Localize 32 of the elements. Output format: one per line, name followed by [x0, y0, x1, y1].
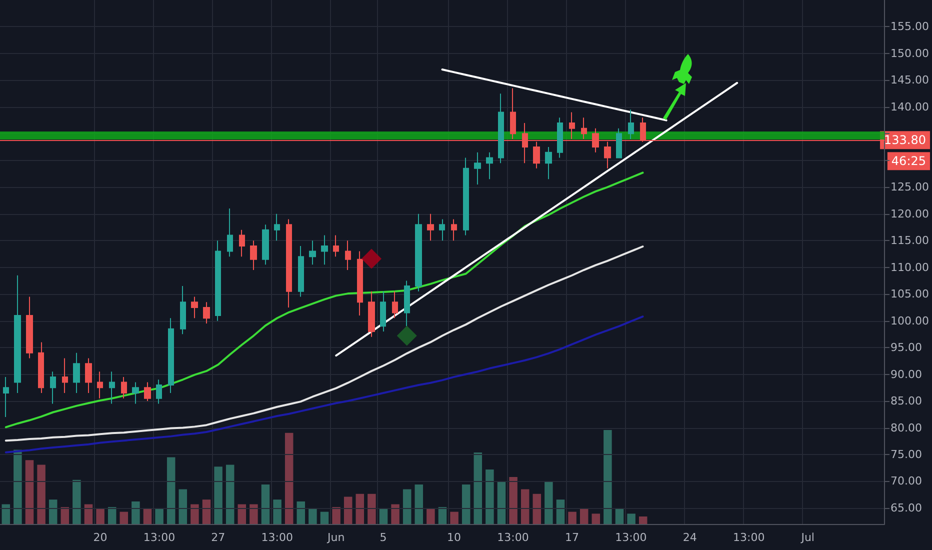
y-tick-label: 80.00 [890, 421, 922, 434]
x-tick-label: 13:00 [261, 531, 293, 544]
y-tick-label: 70.00 [890, 474, 922, 488]
y-tick-label: 75.00 [890, 448, 922, 461]
y-tick-label: 105.00 [890, 288, 930, 301]
y-tick-label: 125.00 [890, 180, 930, 194]
x-tick-label: 13:00 [143, 531, 176, 544]
text: 46:25 [891, 154, 926, 168]
y-tick-label: 115.00 [890, 234, 930, 248]
x-tick-label: 17 [564, 531, 579, 544]
y-tick-label: 110.00 [890, 260, 930, 274]
x-tick-label: Jul [800, 531, 814, 544]
x-tick-label: 13:00 [615, 531, 647, 544]
y-tick-label: 95.00 [890, 341, 922, 354]
y-tick-label: 85.00 [890, 394, 922, 408]
y-tick-label: 120.00 [890, 207, 930, 220]
x-tick-label: 10 [447, 531, 462, 544]
x-tick-label: 20 [93, 531, 108, 544]
x-tick-label: Jun [326, 531, 345, 544]
x-tick-label: 5 [380, 531, 387, 544]
y-tick-label: 150.00 [890, 46, 930, 60]
x-tick-label: 27 [211, 531, 226, 544]
x-tick-label: 13:00 [497, 531, 529, 544]
y-tick-label: 100.00 [890, 314, 930, 328]
y-tick-label: 155.00 [890, 20, 930, 34]
ref-line-label: 133.80 [884, 133, 926, 148]
x-tick-label: 24 [682, 531, 697, 544]
y-tick-label: 65.00 [890, 501, 922, 514]
y-tick-label: 140.00 [890, 100, 930, 114]
y-tick-label: 90.00 [890, 368, 922, 381]
x-tick-label: 13:00 [733, 531, 765, 544]
y-tick-label: 145.00 [890, 74, 930, 87]
